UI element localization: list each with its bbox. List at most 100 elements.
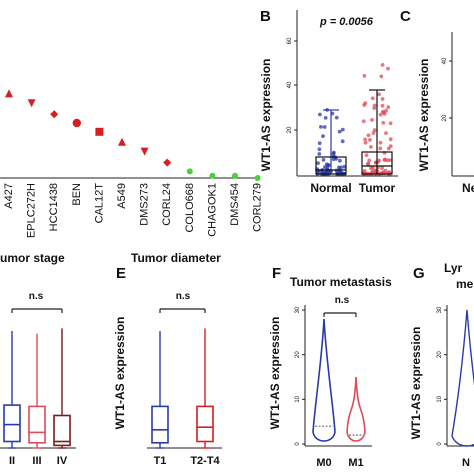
panel-b-pvalue: p = 0.0056 <box>319 16 374 28</box>
panel-a-tick-cal12t: CAL12T <box>93 183 105 224</box>
panel-b-normal-point <box>334 115 339 120</box>
panel-b-tumor-point <box>378 112 383 117</box>
panel-g-y-tick-0: 0 <box>437 442 443 446</box>
panel-d-x-label-iii: III <box>32 455 41 467</box>
panel-b-tumor-point <box>386 66 390 71</box>
panel-f-y-axis-label: WT1-AS expression <box>268 317 282 430</box>
panel-b-tumor-point <box>384 131 388 136</box>
panel-b-tumor-point <box>387 158 392 163</box>
panel-b-tumor-point <box>379 74 384 79</box>
panel-b-tumor-point <box>366 133 371 138</box>
panel-e-box-t1 <box>151 331 169 449</box>
panel-b-y-tick-60: 60 <box>287 37 293 44</box>
panel-e-boxes <box>151 328 214 449</box>
panel-f-y-tick-30: 30 <box>295 306 301 313</box>
panel-a-marker-hcc1438 <box>50 110 59 119</box>
panel-b-normal-point <box>338 158 342 163</box>
panel-f-y-ticks: 30 20 10 0 <box>295 306 305 446</box>
panel-b-tumor-point <box>366 162 370 166</box>
panel-b-tumor-point <box>386 105 391 110</box>
panel-b-normal-point <box>318 112 322 117</box>
panel-b-normal-point <box>321 134 325 139</box>
panel-b-normal-point <box>317 152 322 156</box>
panel-f-ns: n.s <box>335 295 350 306</box>
panel-b-normal-point <box>339 165 343 170</box>
panel-b-tumor-point <box>368 138 372 142</box>
panel-b-normal-point <box>316 161 320 166</box>
panel-a-marker-ben <box>72 118 82 128</box>
panel-b-tumor-point <box>380 103 385 108</box>
panel-b-tumor-point <box>383 168 388 173</box>
panel-b-tumor-point <box>380 97 385 101</box>
panel-b: B p = 0.0056 WT1-AS expression 60 40 20 … <box>259 8 398 195</box>
panel-d: umor stage n.s II III IV <box>0 251 76 467</box>
panel-b-normal-point <box>319 125 323 129</box>
panel-d-ns: n.s <box>29 291 44 302</box>
panel-e-x-label-t1: T1 <box>154 455 167 467</box>
panel-g-title-line2: me <box>456 277 474 291</box>
panel-f-y-tick-10: 10 <box>295 395 301 402</box>
panel-b-tumor-point <box>381 120 386 125</box>
panel-e-ns: n.s <box>176 291 191 302</box>
panel-c: C WT1-AS expression 40 20 Ne <box>400 8 474 195</box>
panel-a-tick-corl24: CORL24 <box>161 183 173 226</box>
panel-a-tick-hcc1438: HCC1438 <box>48 183 60 231</box>
panel-g-y-ticks: 30 20 10 0 <box>437 306 447 446</box>
panel-a-marker-a549 <box>118 137 126 146</box>
panel-b-tumor-box <box>361 89 393 175</box>
panel-g-violin-n <box>451 309 474 447</box>
panel-b-tumor-point <box>377 92 381 97</box>
panel-b-normal-point <box>342 164 347 169</box>
panel-b-normal-point <box>325 166 330 170</box>
panel-a-tick-chagok1: CHAGOK1 <box>206 183 218 237</box>
panel-b-normal-point <box>317 147 322 152</box>
panel-g-y-axis-label: WT1-AS expression <box>409 327 423 440</box>
panel-b-normal-point <box>317 141 322 146</box>
panel-f-violin-m1 <box>346 376 366 442</box>
panel-d-box-ii <box>3 331 21 449</box>
panel-c-y-axis-label: WT1-AS expression <box>417 59 431 172</box>
panel-b-normal-point <box>337 129 342 134</box>
panel-g-x-label: N <box>462 457 470 469</box>
panel-b-tumor-point <box>367 158 372 163</box>
panel-b-tumor-point <box>378 146 383 151</box>
panel-b-x-label-tumor: Tumor <box>359 181 396 195</box>
panel-b-x-label-normal: Normal <box>310 181 351 195</box>
panel-b-tumor-point <box>370 96 375 101</box>
panel-b-tumor-point <box>388 137 393 142</box>
panel-a-tick-colo668: COLO668 <box>184 183 196 233</box>
panel-b-y-tick-20: 20 <box>287 126 293 133</box>
panel-b-tumor-point <box>362 74 367 78</box>
panel-b-tumor-point <box>378 140 383 145</box>
panel-a-marker-corl279 <box>254 175 261 181</box>
panel-d-x-label-ii: II <box>9 455 15 467</box>
panel-a-tick-a427: A427 <box>3 183 15 209</box>
panel-a-x-tick-labels: A427 EPLC272H HCC1438 BEN CAL12T A549 DMS273 CO… <box>3 183 264 238</box>
panel-a-marker-colo668 <box>186 168 193 175</box>
panel-g-letter: G <box>413 265 425 282</box>
panel-b-normal-point <box>331 151 336 156</box>
panel-b-normal-point <box>340 127 345 132</box>
panel-e-x-label-t2t4: T2-T4 <box>190 455 220 467</box>
panel-e: E Tumor diameter n.s WT1-AS expression T… <box>113 251 222 467</box>
panel-g-y-tick-10: 10 <box>437 395 443 402</box>
panel-b-tumor-point <box>363 140 368 145</box>
panel-a-marker-eplc272h <box>27 99 36 108</box>
panel-f-letter: F <box>272 265 281 282</box>
panel-e-y-axis-label: WT1-AS expression <box>113 317 127 430</box>
panel-b-y-tick-40: 40 <box>287 81 293 88</box>
panel-c-letter: C <box>400 8 411 25</box>
panel-d-x-label-iv: IV <box>57 455 68 467</box>
panel-d-box-iii <box>28 333 46 449</box>
panel-b-tumor-point <box>370 118 374 122</box>
panel-b-tumor-point <box>372 106 377 110</box>
panel-a: A427 EPLC272H HCC1438 BEN CAL12T A549 DMS273 CO… <box>0 89 264 238</box>
panel-b-normal-point <box>323 116 328 120</box>
panel-b-tumor-point <box>388 121 393 126</box>
panel-f: F Tumor metastasis n.s WT1-AS expression… <box>268 265 392 469</box>
panel-b-normal-box <box>315 109 347 175</box>
panel-b-tumor-point <box>386 146 391 151</box>
panel-b-tumor-point <box>369 166 373 171</box>
panel-a-marker-corl24 <box>163 158 172 167</box>
